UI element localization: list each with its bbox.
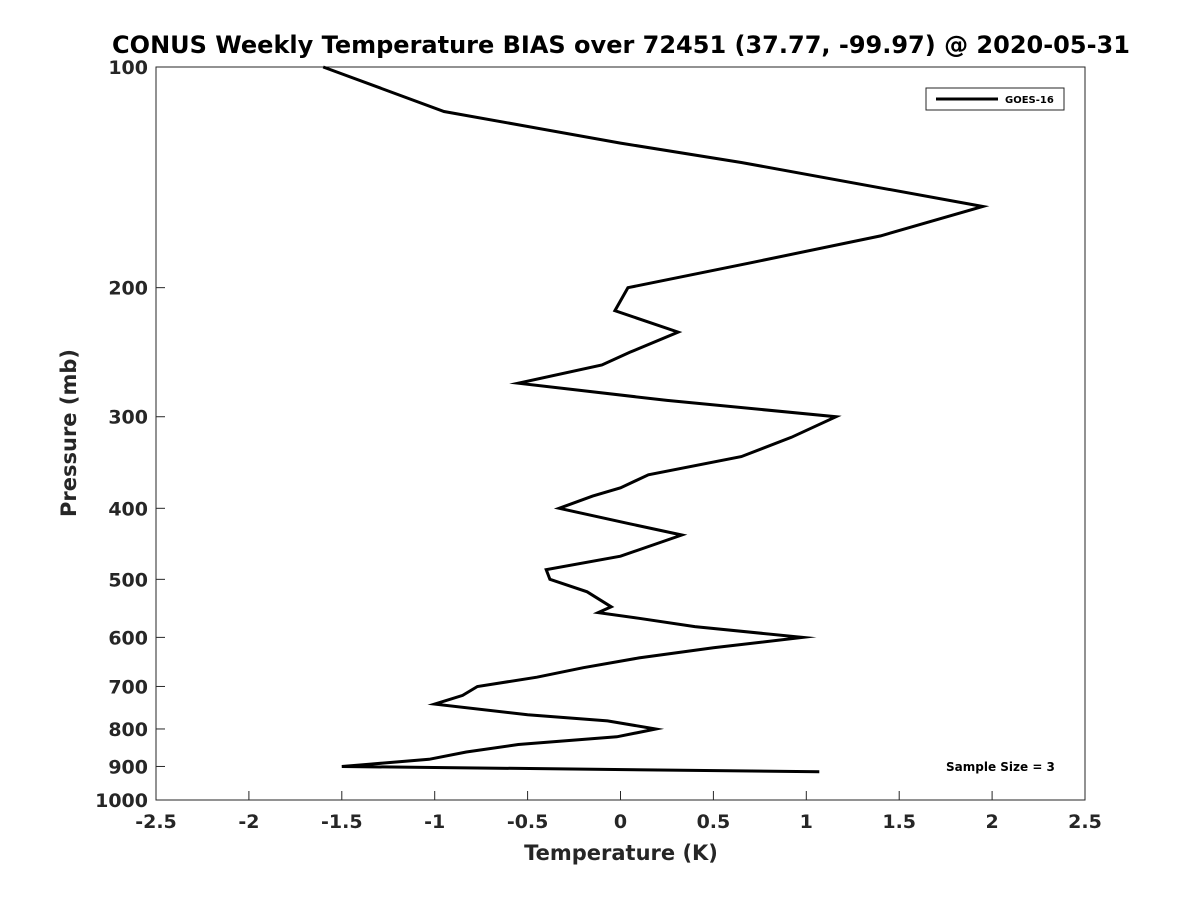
y-tick-label: 800 bbox=[108, 719, 148, 741]
sample-size-annotation: Sample Size = 3 bbox=[946, 760, 1055, 774]
legend-label-goes-16: GOES-16 bbox=[1005, 95, 1054, 106]
y-tick-label: 1000 bbox=[95, 790, 148, 812]
x-tick-label: -1 bbox=[424, 811, 445, 833]
y-tick-label: 200 bbox=[108, 278, 148, 300]
x-tick-label: 0 bbox=[614, 811, 627, 833]
y-tick-label: 700 bbox=[108, 676, 148, 698]
x-tick-label: -0.5 bbox=[507, 811, 549, 833]
x-tick-label: -2 bbox=[238, 811, 259, 833]
series-line-goes-16 bbox=[322, 65, 990, 774]
x-axis: -2.5 -2 -1.5 -1 -0.5 0 0.5 1 1.5 2 2.5 bbox=[135, 791, 1102, 833]
chart-title: CONUS Weekly Temperature BIAS over 72451… bbox=[112, 31, 1130, 59]
x-tick-label: 2 bbox=[985, 811, 998, 833]
y-tick-label: 300 bbox=[108, 407, 148, 429]
legend: GOES-16 bbox=[925, 87, 1065, 111]
y-tick-label: 400 bbox=[108, 498, 148, 520]
x-tick-label: -1.5 bbox=[321, 811, 363, 833]
x-tick-label: 2.5 bbox=[1068, 811, 1102, 833]
y-tick-label: 500 bbox=[108, 569, 148, 591]
x-axis-label: Temperature (K) bbox=[524, 841, 718, 865]
series-layer bbox=[322, 65, 990, 774]
x-tick-label: 0.5 bbox=[697, 811, 731, 833]
plot-frame bbox=[155, 66, 1086, 801]
y-tick-label: 600 bbox=[108, 627, 148, 649]
plot-area bbox=[155, 66, 1086, 801]
y-axis: 100 200 300 400 500 600 700 800 900 1000 bbox=[95, 57, 165, 812]
x-tick-label: 1 bbox=[800, 811, 813, 833]
y-tick-label: 100 bbox=[108, 57, 148, 79]
x-tick-label: 1.5 bbox=[882, 811, 916, 833]
y-tick-label: 900 bbox=[108, 756, 148, 778]
y-axis-label: Pressure (mb) bbox=[57, 349, 81, 517]
x-tick-label: -2.5 bbox=[135, 811, 177, 833]
